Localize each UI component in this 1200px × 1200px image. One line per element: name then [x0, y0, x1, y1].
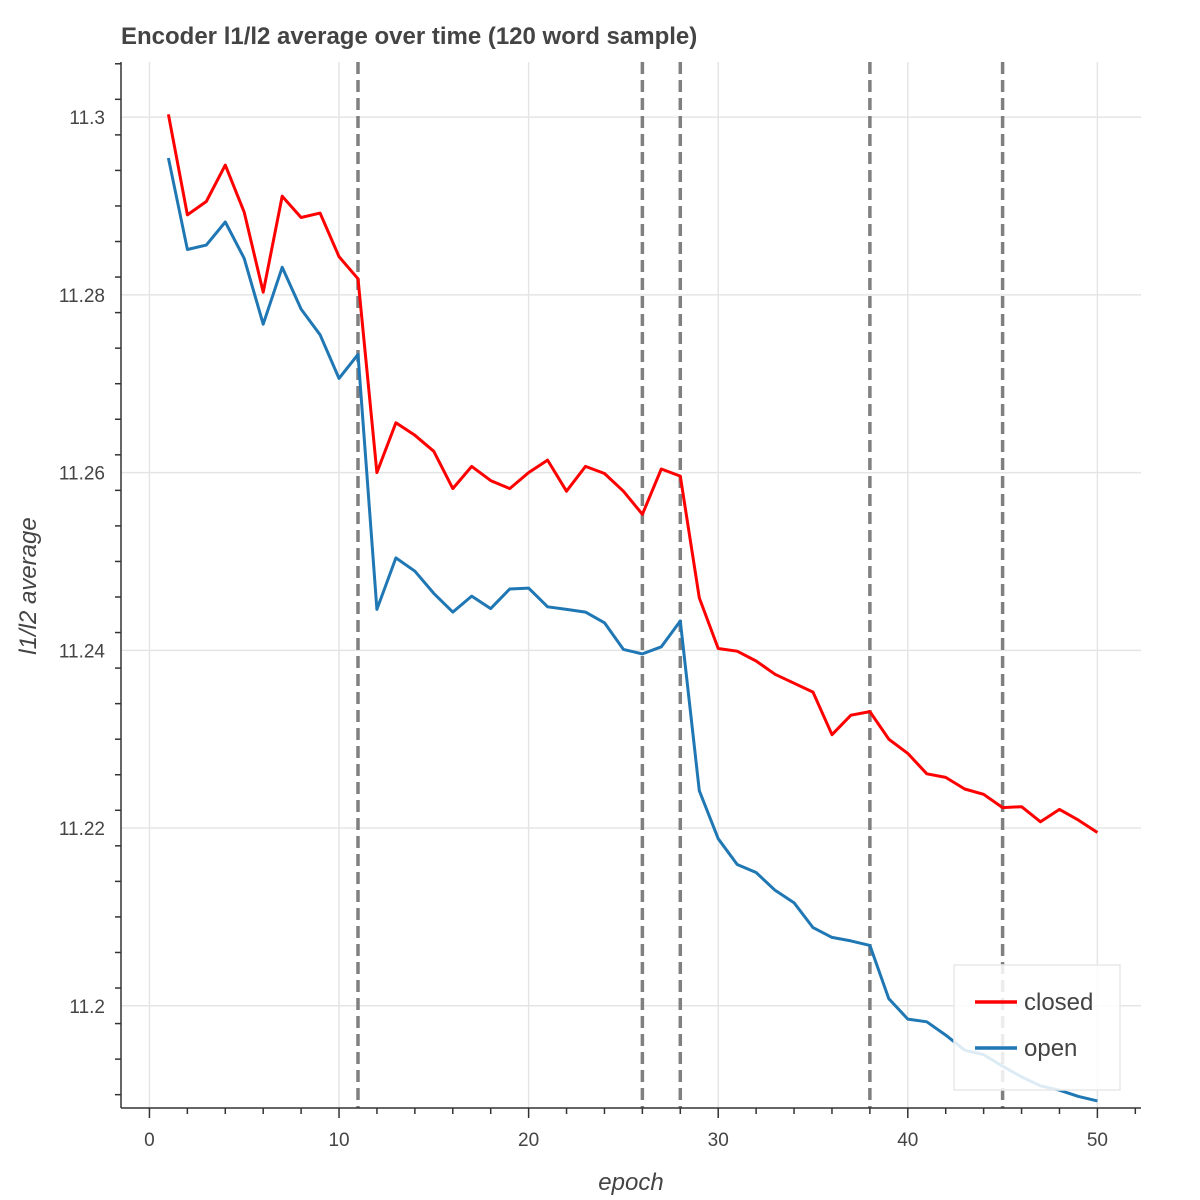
series-line-open [166, 157, 1098, 1103]
y-tick-label: 11.28 [59, 286, 105, 307]
x-tick-label: 20 [518, 1130, 539, 1151]
x-tick-label: 50 [1087, 1130, 1108, 1151]
vertical-markers [356, 62, 1005, 1108]
legend: closed open [953, 964, 1121, 1091]
legend-box [953, 964, 1121, 1091]
y-tick-label: 11.24 [59, 641, 106, 662]
y-tick-label: 11.22 [59, 819, 105, 840]
y-tick-label: 11.26 [59, 464, 105, 485]
chart-title: Encoder l1/l2 average over time (120 wor… [121, 23, 697, 50]
axes: 0 10 20 30 40 50 11.2 11.22 11.24 11.26 11.28 11.3 [59, 62, 1141, 1151]
x-tick-label: 0 [144, 1130, 155, 1151]
grid [121, 62, 1141, 1108]
x-tick-label: 30 [708, 1130, 729, 1151]
x-tick-label: 10 [328, 1130, 349, 1151]
y-axis-label: l1/l2 average [15, 517, 42, 654]
y-tick-label: 11.3 [69, 108, 105, 129]
legend-label-closed: closed [1024, 989, 1093, 1016]
x-axis-label: epoch [598, 1169, 663, 1196]
legend-label-open: open [1024, 1035, 1077, 1062]
y-tick-label: 11.2 [69, 997, 105, 1018]
series-lines [166, 114, 1099, 1103]
series-line-closed [166, 114, 1099, 834]
x-tick-label: 40 [897, 1130, 918, 1151]
